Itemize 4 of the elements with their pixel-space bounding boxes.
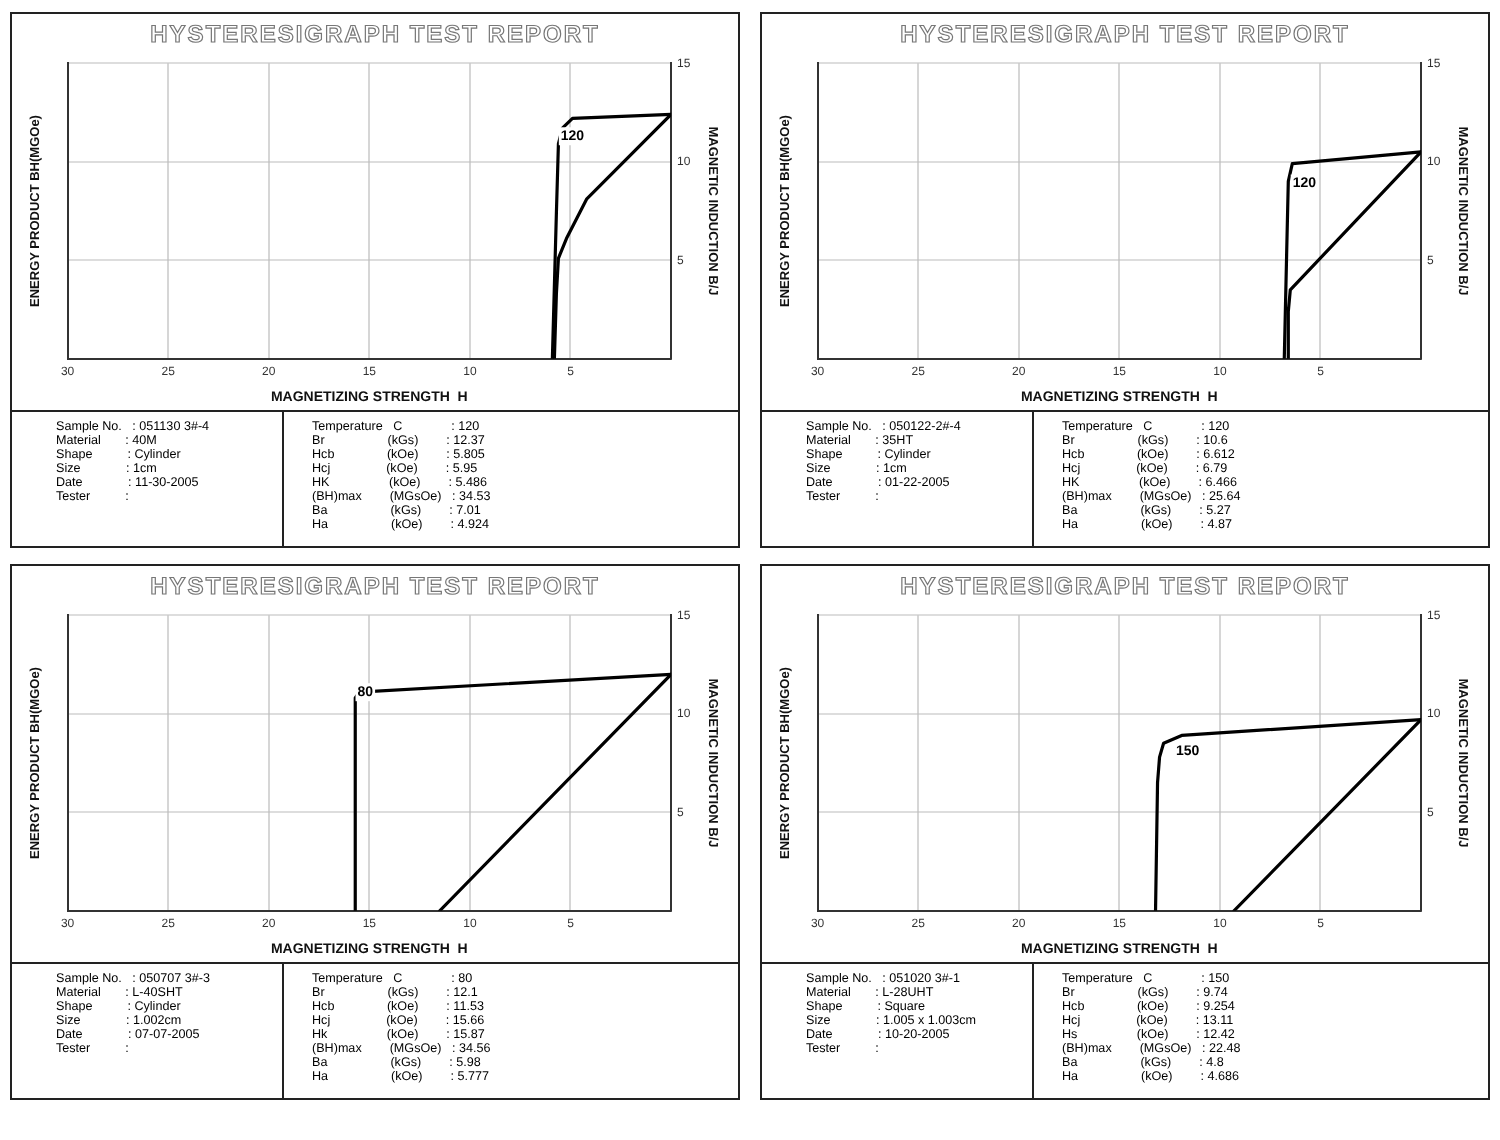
chart-title: HYSTERESIGRAPH TEST REPORT	[898, 570, 1352, 602]
chart-title: HYSTERESIGRAPH TEST REPORT	[148, 570, 602, 602]
chart-title: HYSTERESIGRAPH TEST REPORT	[898, 18, 1352, 50]
chart-title: HYSTERESIGRAPH TEST REPORT	[148, 18, 602, 50]
